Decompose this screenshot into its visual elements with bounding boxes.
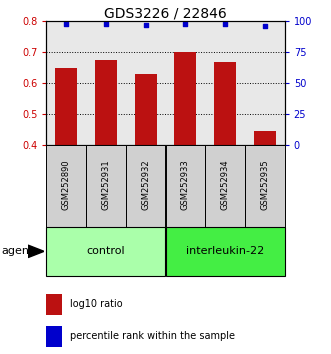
Text: GSM252933: GSM252933 (181, 159, 190, 210)
Bar (55, 68, 77, 145)
Bar (46, 145, 86, 227)
Point (64, 21, 69, 27)
Bar (46, 326, 62, 347)
Text: agent: agent (2, 246, 34, 256)
Text: log10 ratio: log10 ratio (70, 299, 123, 309)
Bar (254, 131, 276, 145)
Text: GSM252934: GSM252934 (220, 159, 230, 210)
Bar (135, 74, 157, 145)
Title: GDS3226 / 22846: GDS3226 / 22846 (104, 6, 227, 20)
Bar (166, 145, 205, 227)
Point (183, 21, 188, 27)
Bar (174, 52, 196, 145)
Text: GSM252890: GSM252890 (62, 159, 71, 210)
Point (222, 21, 228, 27)
Point (143, 22, 148, 28)
Text: control: control (87, 246, 125, 256)
Bar (245, 145, 285, 227)
Text: GSM252932: GSM252932 (141, 159, 150, 210)
Text: percentile rank within the sample: percentile rank within the sample (70, 331, 235, 341)
Bar (166, 227, 285, 276)
Text: GSM252931: GSM252931 (101, 159, 111, 210)
Bar (86, 145, 126, 227)
Text: interleukin-22: interleukin-22 (186, 246, 264, 256)
Bar (95, 60, 117, 145)
Bar (126, 145, 166, 227)
Point (103, 21, 109, 27)
Text: GSM252935: GSM252935 (260, 159, 269, 210)
Polygon shape (28, 245, 44, 258)
Bar (46, 227, 166, 276)
Bar (214, 62, 236, 145)
Bar (46, 294, 62, 315)
Bar (205, 145, 245, 227)
Point (262, 23, 267, 29)
